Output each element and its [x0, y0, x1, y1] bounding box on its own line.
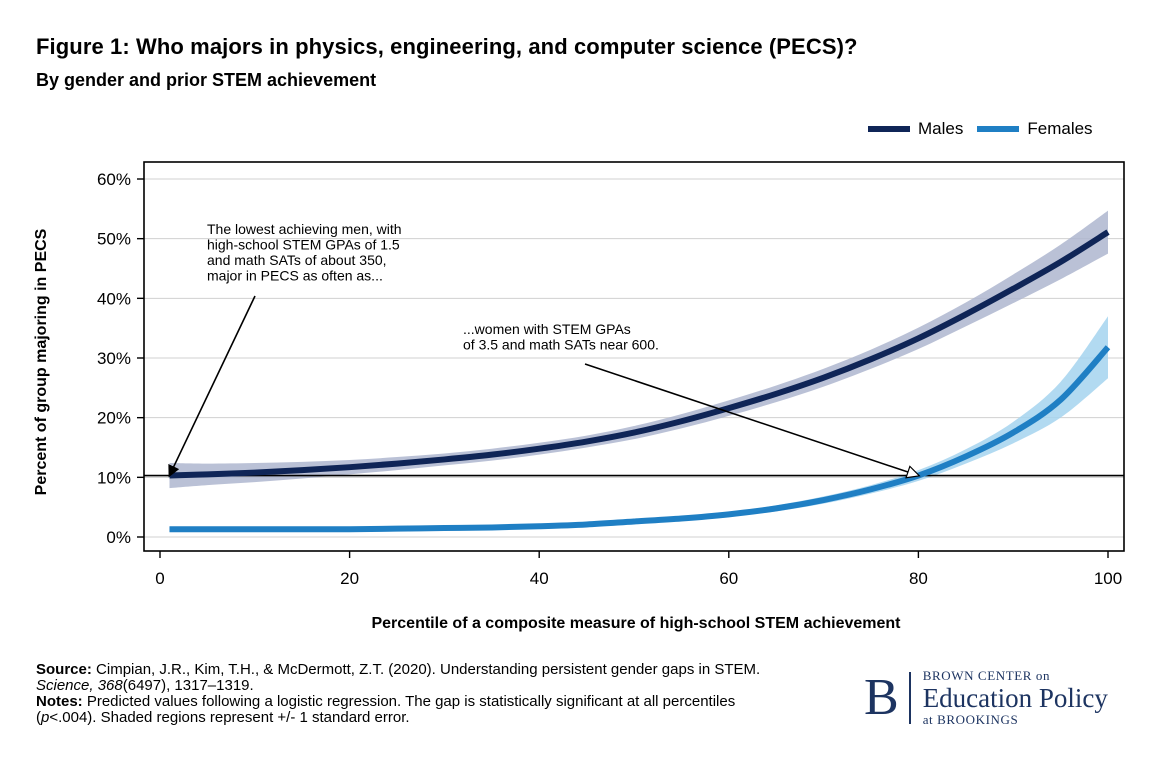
- x-tick-label-100: 100: [1094, 569, 1122, 588]
- annotation-women-line-2: of 3.5 and math SATs near 600.: [463, 337, 659, 353]
- legend-swatch-females: [977, 126, 1020, 132]
- annotation-men-line-2: high-school STEM GPAs of 1.5: [207, 237, 400, 253]
- legend-item-males: Males: [868, 119, 963, 139]
- plot-frame: [143, 161, 1125, 552]
- logo-line-3: at BROOKINGS: [922, 712, 1019, 727]
- source-note: Source: Cimpian, J.R., Kim, T.H., & McDe…: [36, 662, 796, 694]
- x-tick-label-40: 40: [530, 569, 549, 588]
- notes-label: Notes:: [36, 693, 83, 710]
- notes-note: Notes: Predicted values following a logi…: [36, 694, 796, 726]
- series-line-females: [169, 345, 1111, 533]
- annotation-men-line-4: major in PECS as often as...: [207, 268, 383, 284]
- notes-p: p: [41, 709, 50, 726]
- source-journal: Science, 368: [36, 677, 123, 694]
- legend-label-males: Males: [918, 119, 964, 138]
- y-axis-label: Percent of group majoring in PECS: [33, 228, 50, 495]
- x-tick-label-0: 0: [155, 569, 164, 588]
- annotation-men-line-1: The lowest achieving men, with: [207, 221, 402, 237]
- footer-notes: Source: Cimpian, J.R., Kim, T.H., & McDe…: [36, 662, 796, 726]
- logo-line-1: BROWN CENTER on: [922, 668, 1051, 683]
- annotation-women-line-1: ...women with STEM GPAs: [463, 321, 631, 337]
- brookings-logo: B BROWN CENTER on Education Policy at BR…: [864, 668, 1108, 728]
- logo-text: BROWN CENTER on Education Policy at BROO…: [923, 668, 1108, 728]
- source-text-2: (6497), 1317–1319.: [122, 677, 254, 694]
- source-label: Source:: [36, 661, 92, 678]
- legend-item-females: Females: [977, 119, 1093, 139]
- legend-label-females: Females: [1027, 119, 1093, 138]
- notes-text-1: Predicted values following a logistic re…: [36, 693, 736, 726]
- axis-ticks: 0% 10% 20% 30% 40% 50% 60% 0 20 40 60 80 100: [97, 170, 1122, 588]
- y-tick-label-50: 50%: [97, 230, 131, 249]
- notes-text-2: <.004). Shaded regions represent +/- 1 s…: [49, 709, 410, 726]
- chart-subtitle: By gender and prior STEM achievement: [36, 70, 377, 90]
- source-text-1: Cimpian, J.R., Kim, T.H., & McDermott, Z…: [96, 661, 761, 678]
- legend: Males Females: [868, 119, 1107, 139]
- annotation-men-arrow: [168, 295, 256, 478]
- logo-letter: B: [864, 672, 911, 724]
- logo-line-2: Education Policy: [922, 683, 1108, 713]
- y-tick-label-20: 20%: [97, 409, 131, 428]
- line-chart: 0% 10% 20% 30% 40% 50% 60% 0 20 40 60 80 100 The low…: [33, 161, 1125, 632]
- y-tick-label-30: 30%: [97, 349, 131, 368]
- annotation-women-arrow: [584, 363, 918, 476]
- y-tick-label-60: 60%: [97, 170, 131, 189]
- x-tick-label-20: 20: [340, 569, 359, 588]
- x-tick-label-60: 60: [719, 569, 738, 588]
- x-axis-label: Percentile of a composite measure of hig…: [371, 615, 901, 632]
- y-tick-label-40: 40%: [97, 289, 131, 308]
- legend-swatch-males: [868, 126, 910, 132]
- y-tick-label-10: 10%: [97, 468, 131, 487]
- series-line-males: [169, 229, 1110, 479]
- series-lines: [169, 229, 1111, 533]
- annotations: The lowest achieving men, withhigh-schoo…: [168, 221, 918, 478]
- annotation-men: The lowest achieving men, withhigh-schoo…: [168, 221, 402, 478]
- chart-title: Figure 1: Who majors in physics, enginee…: [36, 34, 858, 59]
- x-tick-label-80: 80: [909, 569, 928, 588]
- annotation-men-line-3: and math SATs of about 350,: [207, 252, 387, 268]
- y-tick-label-0: 0%: [106, 528, 131, 547]
- plot-border: [143, 161, 1125, 552]
